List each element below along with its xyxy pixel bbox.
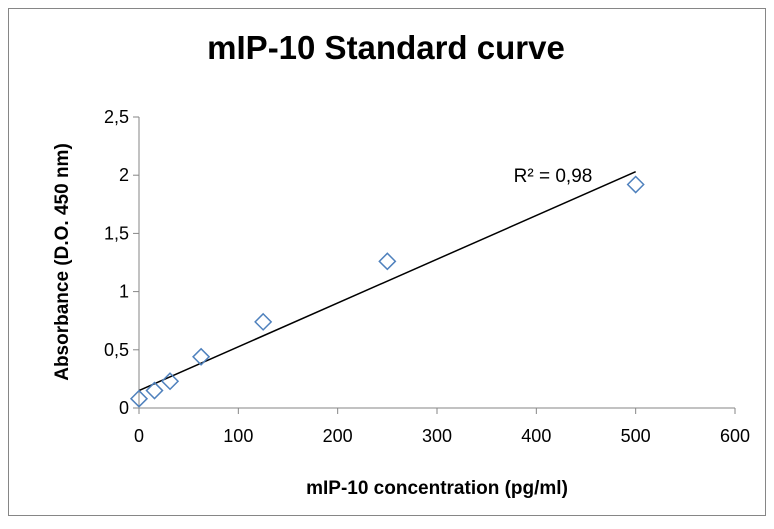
data-point-diamond (192, 347, 211, 366)
x-tick-label: 0 (134, 426, 144, 446)
trendline-layer (138, 171, 636, 392)
y-tick-label: 0 (119, 398, 129, 418)
data-point-diamond (145, 381, 164, 400)
data-point-diamond (160, 372, 180, 391)
y-tick-label: 2 (119, 165, 129, 185)
data-points-layer (129, 175, 645, 408)
x-tick-label: 600 (720, 426, 750, 446)
x-tick-label: 500 (621, 426, 651, 446)
x-tick-label: 400 (521, 426, 551, 446)
x-tick-label: 200 (323, 426, 353, 446)
r-squared-annotation: R² = 0,98 (514, 166, 593, 187)
x-tick-label: 100 (223, 426, 253, 446)
data-point-diamond (378, 252, 397, 271)
linear-trendline (138, 171, 636, 392)
y-tick-label: 0,5 (104, 340, 129, 360)
data-point-diamond (254, 312, 273, 331)
x-axis-title: mIP-10 concentration (pg/ml) (306, 478, 568, 499)
axes: 0 0,5 1 1,5 2 2,5 0 100 200 300 400 500 600 (104, 107, 750, 446)
x-tick-label: 300 (422, 426, 452, 446)
data-point-diamond (626, 175, 645, 194)
y-axis-title: Absorbance (D.O. 450 nm) (52, 143, 73, 381)
data-point-diamond (129, 389, 149, 408)
chart-border (8, 8, 766, 516)
chart-title: mIP-10 Standard curve (207, 29, 565, 66)
y-tick-label: 1 (119, 282, 129, 302)
y-tick-label: 1,5 (104, 223, 129, 243)
y-tick-label: 2,5 (104, 107, 129, 127)
